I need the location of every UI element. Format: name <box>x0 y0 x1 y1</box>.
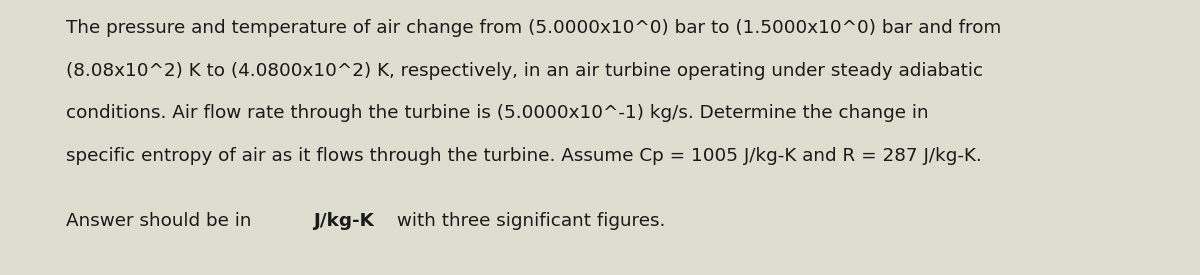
Text: conditions. Air flow rate through the turbine is (5.0000x10^-1) kg/s. Determine : conditions. Air flow rate through the tu… <box>66 104 929 122</box>
Text: specific entropy of air as it flows through the turbine. Assume Cp = 1005 J/kg-K: specific entropy of air as it flows thro… <box>66 147 982 165</box>
Text: J/kg-K: J/kg-K <box>313 212 374 230</box>
Text: The pressure and temperature of air change from (5.0000x10^0) bar to (1.5000x10^: The pressure and temperature of air chan… <box>66 19 1001 37</box>
Text: Answer should be in: Answer should be in <box>66 212 257 230</box>
Text: (8.08x10^2) K to (4.0800x10^2) K, respectively, in an air turbine operating unde: (8.08x10^2) K to (4.0800x10^2) K, respec… <box>66 62 983 80</box>
Text: with three significant figures.: with three significant figures. <box>391 212 666 230</box>
